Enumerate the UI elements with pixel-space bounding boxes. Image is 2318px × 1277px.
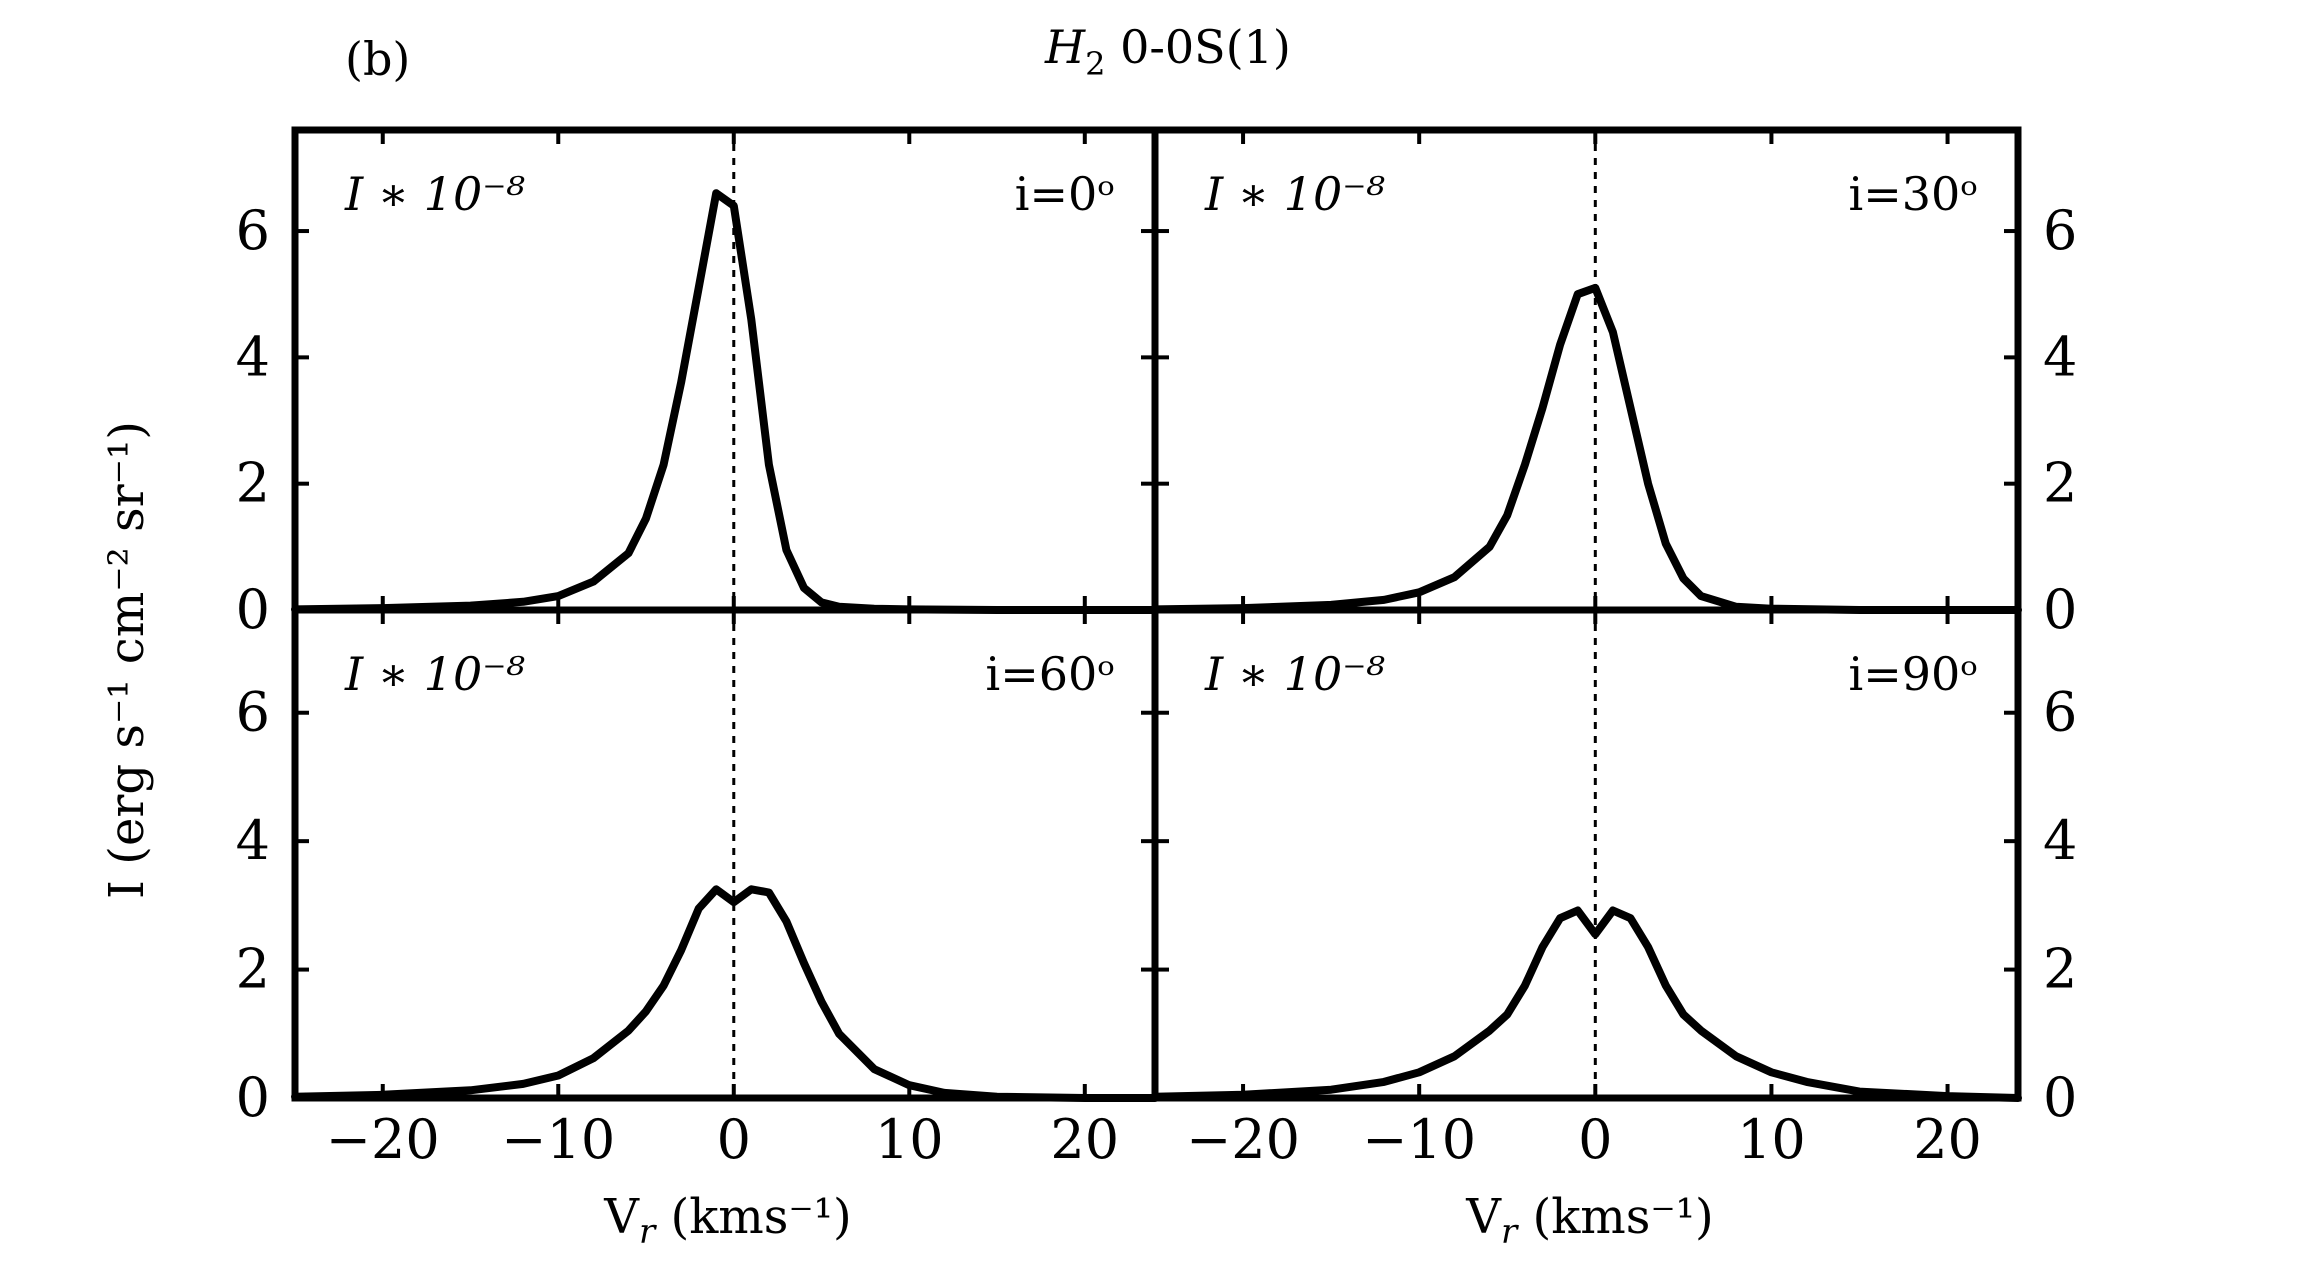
- panel-frame: [1151, 606, 2022, 1102]
- scale-factor-label: I ∗ 10⁻⁸: [1204, 647, 1385, 701]
- panels-group: 0 2 4 6 I ∗ 10⁻⁸ i=0ᵒ 0 2 4 6 I ∗ 10⁻⁸ i=30ᵒ 0 2 4 6 −20…: [236, 126, 2077, 1171]
- y-tick-label: 4: [2043, 325, 2077, 388]
- scale-factor-label: I ∗ 10⁻⁸: [344, 167, 525, 221]
- y-axis-title: I (erg s⁻¹ cm⁻² sr⁻¹): [99, 421, 155, 899]
- line-profile-series: [1151, 906, 2022, 1102]
- x-tick-label: 0: [1578, 1108, 1612, 1171]
- scale-factor-label: I ∗ 10⁻⁸: [344, 647, 525, 701]
- figure-title: H2 0-0S(1): [1044, 20, 1291, 83]
- x-axis-title-left-main: V: [603, 1189, 640, 1245]
- figure-title-prefix: H: [1044, 20, 1086, 74]
- panel-i90: 0 2 4 6 −20 −10 0 10 20 I ∗ 10⁻⁸ i=90ᵒ: [1151, 606, 2077, 1171]
- x-axis-title-right-units: (kms⁻¹): [1517, 1189, 1714, 1245]
- x-tick-label: 10: [875, 1108, 944, 1171]
- y-tick-label: 6: [2043, 681, 2077, 744]
- inclination-label: i=90ᵒ: [1848, 647, 1978, 701]
- line-profile-series: [291, 885, 1159, 1102]
- x-tick-label: 20: [1913, 1108, 1982, 1171]
- figure-title-suffix: 0-0S(1): [1105, 20, 1290, 74]
- x-axis-title-right-main: V: [1465, 1189, 1502, 1245]
- panel-i0: 0 2 4 6 I ∗ 10⁻⁸ i=0ᵒ: [236, 126, 1159, 641]
- y-tick-label: 2: [236, 938, 270, 1001]
- x-axis-title-left-sub: r: [639, 1212, 657, 1252]
- y-tick-label: 2: [2043, 938, 2077, 1001]
- y-tick-label: 6: [2043, 199, 2077, 262]
- x-axis-title-left: Vr (kms⁻¹): [603, 1189, 851, 1252]
- scale-factor-label: I ∗ 10⁻⁸: [1204, 167, 1385, 221]
- inclination-label: i=60ᵒ: [985, 647, 1115, 701]
- y-tick-label: 0: [236, 1066, 270, 1129]
- y-tick-label: 6: [236, 681, 270, 744]
- line-profile-series: [1151, 283, 2022, 614]
- x-tick-label: 20: [1050, 1108, 1119, 1171]
- x-tick-label: −10: [1362, 1108, 1476, 1171]
- inclination-label: i=30ᵒ: [1848, 167, 1978, 221]
- x-tick-label: −10: [501, 1108, 615, 1171]
- y-tick-label: 0: [2043, 578, 2077, 641]
- figure-title-subscript: 2: [1085, 45, 1105, 83]
- x-tick-label: −20: [1186, 1108, 1300, 1171]
- x-axis-title-right-sub: r: [1501, 1212, 1519, 1252]
- x-tick-label: 0: [717, 1108, 751, 1171]
- x-tick-label: −20: [326, 1108, 440, 1171]
- x-axis-title-left-units: (kms⁻¹): [655, 1189, 852, 1245]
- x-tick-label: 10: [1737, 1108, 1806, 1171]
- panel-i30: 0 2 4 6 I ∗ 10⁻⁸ i=30ᵒ: [1151, 126, 2077, 641]
- y-tick-label: 4: [236, 809, 270, 872]
- inclination-label: i=0ᵒ: [1015, 167, 1115, 221]
- y-tick-label: 2: [236, 452, 270, 515]
- line-profile-series: [291, 189, 1159, 614]
- panel-i60: 0 2 4 6 −20 −10 0 10 20 I ∗ 10⁻⁸ i=60ᵒ: [236, 606, 1159, 1171]
- panel-tag: (b): [345, 32, 410, 86]
- y-tick-label: 4: [236, 325, 270, 388]
- y-tick-label: 4: [2043, 809, 2077, 872]
- y-tick-label: 0: [236, 578, 270, 641]
- y-tick-label: 6: [236, 199, 270, 262]
- x-axis-title-right: Vr (kms⁻¹): [1465, 1189, 1713, 1252]
- y-tick-label: 0: [2043, 1066, 2077, 1129]
- y-tick-label: 2: [2043, 452, 2077, 515]
